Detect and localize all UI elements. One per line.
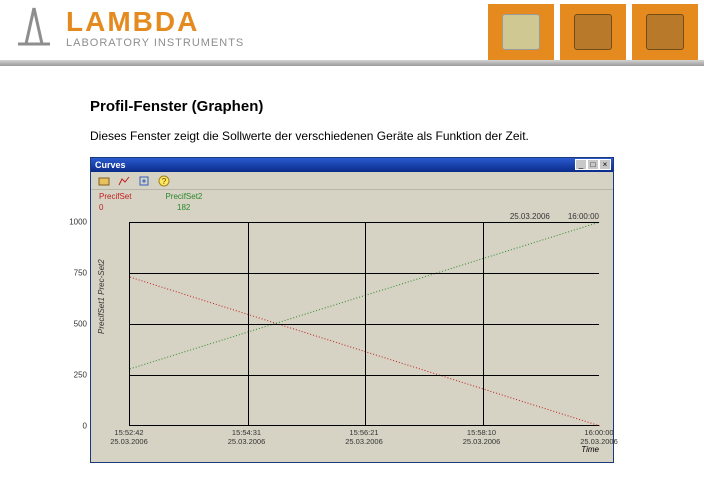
y-tick: 1000 xyxy=(57,218,87,227)
header-divider xyxy=(0,60,704,66)
x-tick: 15:56:2125.03.2006 xyxy=(345,428,383,446)
product-thumb[interactable] xyxy=(560,4,626,60)
legend-header: PrecifSet PrecifSet2 xyxy=(91,190,613,203)
product-thumb[interactable] xyxy=(488,4,554,60)
minimize-button[interactable]: _ xyxy=(575,159,587,170)
product-thumbnails xyxy=(488,4,698,60)
export-icon[interactable] xyxy=(137,174,151,188)
x-tick: 15:58:1025.03.2006 xyxy=(463,428,501,446)
legend-series-1: PrecifSet xyxy=(99,192,131,201)
window-titlebar[interactable]: Curves _ □ × xyxy=(91,158,613,172)
chart-icon[interactable] xyxy=(117,174,131,188)
page-title: Profil-Fenster (Graphen) xyxy=(90,98,614,115)
x-tick: 15:52:4225.03.2006 xyxy=(110,428,148,446)
maximize-button[interactable]: □ xyxy=(587,159,599,170)
page-description: Dieses Fenster zeigt die Sollwerte der v… xyxy=(90,129,614,143)
close-button[interactable]: × xyxy=(599,159,611,170)
chart-plot-area xyxy=(129,222,599,426)
legend-value-2: 182 xyxy=(177,203,190,212)
x-tick: 16:00:0025.03.2006 xyxy=(580,428,618,446)
y-tick: 0 xyxy=(57,422,87,431)
help-icon[interactable]: ? xyxy=(157,174,171,188)
open-icon[interactable] xyxy=(97,174,111,188)
x-tick: 15:54:3125.03.2006 xyxy=(228,428,266,446)
lambda-mark-icon xyxy=(12,4,56,52)
legend-series-2: PrecifSet2 xyxy=(165,192,202,201)
product-thumb[interactable] xyxy=(632,4,698,60)
y-tick: 750 xyxy=(57,269,87,278)
svg-text:?: ? xyxy=(162,177,167,186)
window-title: Curves xyxy=(95,160,126,170)
y-tick: 500 xyxy=(57,320,87,329)
x-axis-label: Time xyxy=(581,445,599,454)
brand-name: LAMBDA xyxy=(66,8,244,36)
y-tick: 250 xyxy=(57,371,87,380)
brand-logo: LAMBDA LABORATORY INSTRUMENTS xyxy=(12,4,244,52)
page-header: LAMBDA LABORATORY INSTRUMENTS xyxy=(0,0,704,70)
legend-value-1: 0 xyxy=(99,203,143,212)
curves-window: Curves _ □ × ? PrecifSet PrecifSet2 0 18… xyxy=(90,157,614,463)
window-toolbar: ? xyxy=(91,172,613,190)
brand-tagline: LABORATORY INSTRUMENTS xyxy=(66,38,244,49)
